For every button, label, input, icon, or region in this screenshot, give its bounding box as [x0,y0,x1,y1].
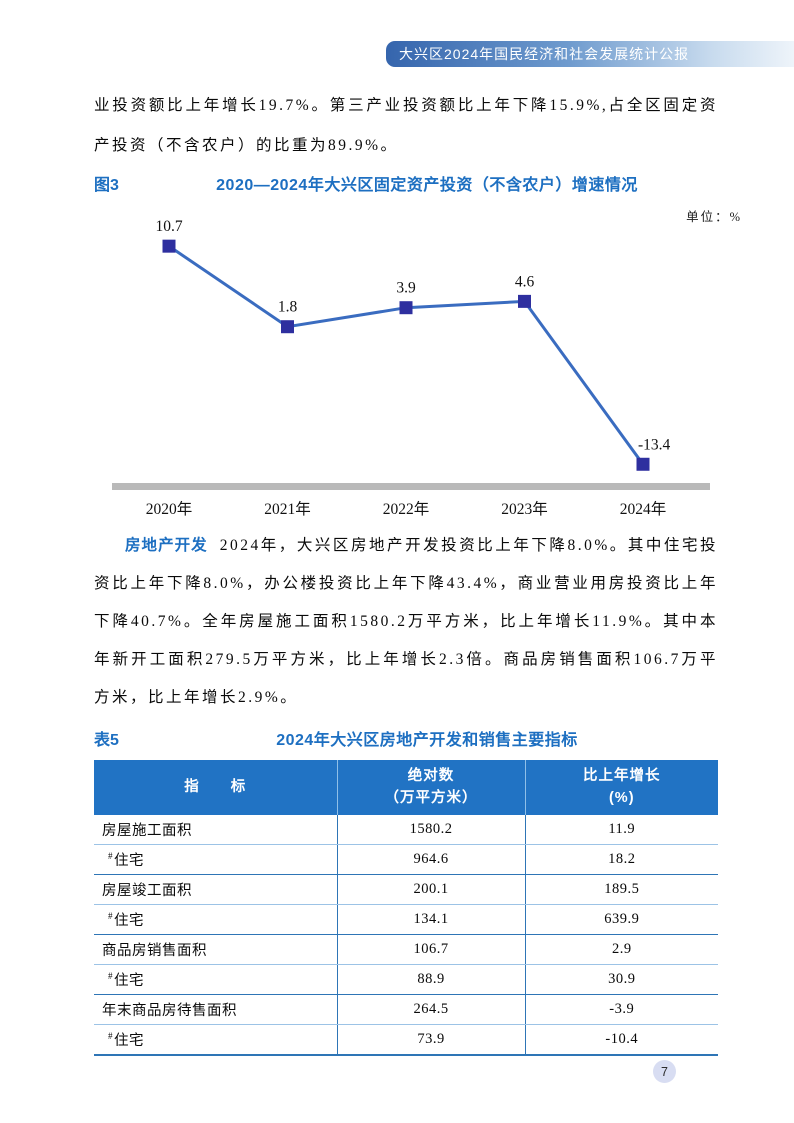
of-which-mark: # [108,1031,113,1042]
absolute-value-cell: 88.9 [336,964,525,995]
line-chart: 10.7 2020年 1.8 2021年 3.9 2022年 4.6 2023年 -13.4 20… [112,218,710,518]
column-header-growth: 比上年增长 (%) [524,760,718,815]
data-point-label: 1.8 [278,299,298,316]
data-point-label: 3.9 [396,280,416,297]
indicator-cell: 商品房销售面积 [94,934,337,965]
growth-value-cell: -10.4 [524,1024,718,1056]
growth-value-cell: 18.2 [524,844,718,875]
page-header-banner: 大兴区2024年国民经济和社会发展统计公报 [386,41,794,67]
data-point-marker [518,294,531,308]
document-title: 大兴区2024年国民经济和社会发展统计公报 [399,46,690,62]
table-row: 年末商品房待售面积 264.5 -3.9 [94,994,718,1025]
indicator-cell: 房屋竣工面积 [94,874,337,905]
indicator-cell: #住宅 [94,964,337,995]
table-row: #住宅 134.1 639.9 [94,904,718,935]
indicator-cell: #住宅 [94,1024,337,1056]
indicator-cell: #住宅 [94,844,337,875]
data-point-marker [281,320,294,334]
figure3-label: 图3 [94,177,119,194]
data-point-marker [399,301,413,315]
x-axis-bar [112,483,710,490]
absolute-value-cell: 134.1 [336,904,525,935]
growth-value-cell: -3.9 [524,994,718,1025]
realestate-text: 2024年，大兴区房地产开发投资比上年下降8.0%。其中住宅投资比上年下降8.0… [94,537,718,706]
table5-title: 2024年大兴区房地产开发和销售主要指标 [276,732,578,749]
x-axis-tick-label: 2020年 [146,500,193,518]
figure3-unit-label: 单位：% [686,210,742,224]
growth-value-cell: 2.9 [524,934,718,965]
of-which-mark: # [108,911,113,922]
page-number: 7 [661,1064,668,1079]
table-header-row: 指 标 绝对数 （万平方米） 比上年增长 (%) [94,760,718,815]
column-header-indicator: 指 标 [94,760,337,815]
growth-value-cell: 11.9 [524,815,718,845]
table-row: 商品房销售面积 106.7 2.9 [94,934,718,965]
table5-heading: 表5 2024年大兴区房地产开发和销售主要指标 [94,726,718,750]
absolute-value-cell: 200.1 [336,874,525,905]
of-which-mark: # [108,971,113,982]
absolute-value-cell: 1580.2 [336,815,525,845]
table-row: #住宅 73.9 -10.4 [94,1024,718,1056]
absolute-value-cell: 264.5 [336,994,525,1025]
paragraph-realestate: 房地产开发 2024年，大兴区房地产开发投资比上年下降8.0%。其中住宅投资比上年… [94,527,718,717]
column-header-absolute: 绝对数 （万平方米） [336,760,525,815]
absolute-value-cell: 964.6 [336,844,525,875]
growth-value-cell: 189.5 [524,874,718,905]
table-row: 房屋竣工面积 200.1 189.5 [94,874,718,905]
x-axis-tick-label: 2024年 [620,500,667,518]
data-point-label: -13.4 [638,436,671,453]
x-axis-tick-label: 2021年 [264,500,311,518]
table-row: #住宅 88.9 30.9 [94,964,718,995]
indicator-cell: 年末商品房待售面积 [94,994,337,1025]
table-row: 房屋施工面积 1580.2 11.9 [94,815,718,845]
page-number-badge: 7 [653,1060,676,1083]
indicator-cell: #住宅 [94,904,337,935]
data-point-marker [162,239,176,253]
table-row: #住宅 964.6 18.2 [94,844,718,875]
x-axis-tick-label: 2022年 [383,500,430,518]
indicator-cell: 房屋施工面积 [94,815,337,845]
absolute-value-cell: 73.9 [336,1024,525,1056]
figure3-heading: 图3 2020—2024年大兴区固定资产投资（不含农户）增速情况 [94,171,718,195]
figure3-title: 2020—2024年大兴区固定资产投资（不含农户）增速情况 [216,177,638,194]
realestate-lead-label: 房地产开发 [125,537,208,554]
paragraph-investment: 业投资额比上年增长19.7%。第三产业投资额比上年下降15.9%,占全区固定资产… [94,97,718,154]
growth-value-cell: 639.9 [524,904,718,935]
x-axis-tick-label: 2023年 [501,500,548,518]
table5-label: 表5 [94,732,119,749]
of-which-mark: # [108,851,113,862]
absolute-value-cell: 106.7 [336,934,525,965]
data-point-marker [636,457,650,471]
growth-value-cell: 30.9 [524,964,718,995]
table5: 指 标 绝对数 （万平方米） 比上年增长 (%) 房屋施工面积 1580.2 11.9 #… [94,760,718,1056]
data-point-label: 10.7 [155,218,182,235]
data-point-label: 4.6 [515,273,535,290]
